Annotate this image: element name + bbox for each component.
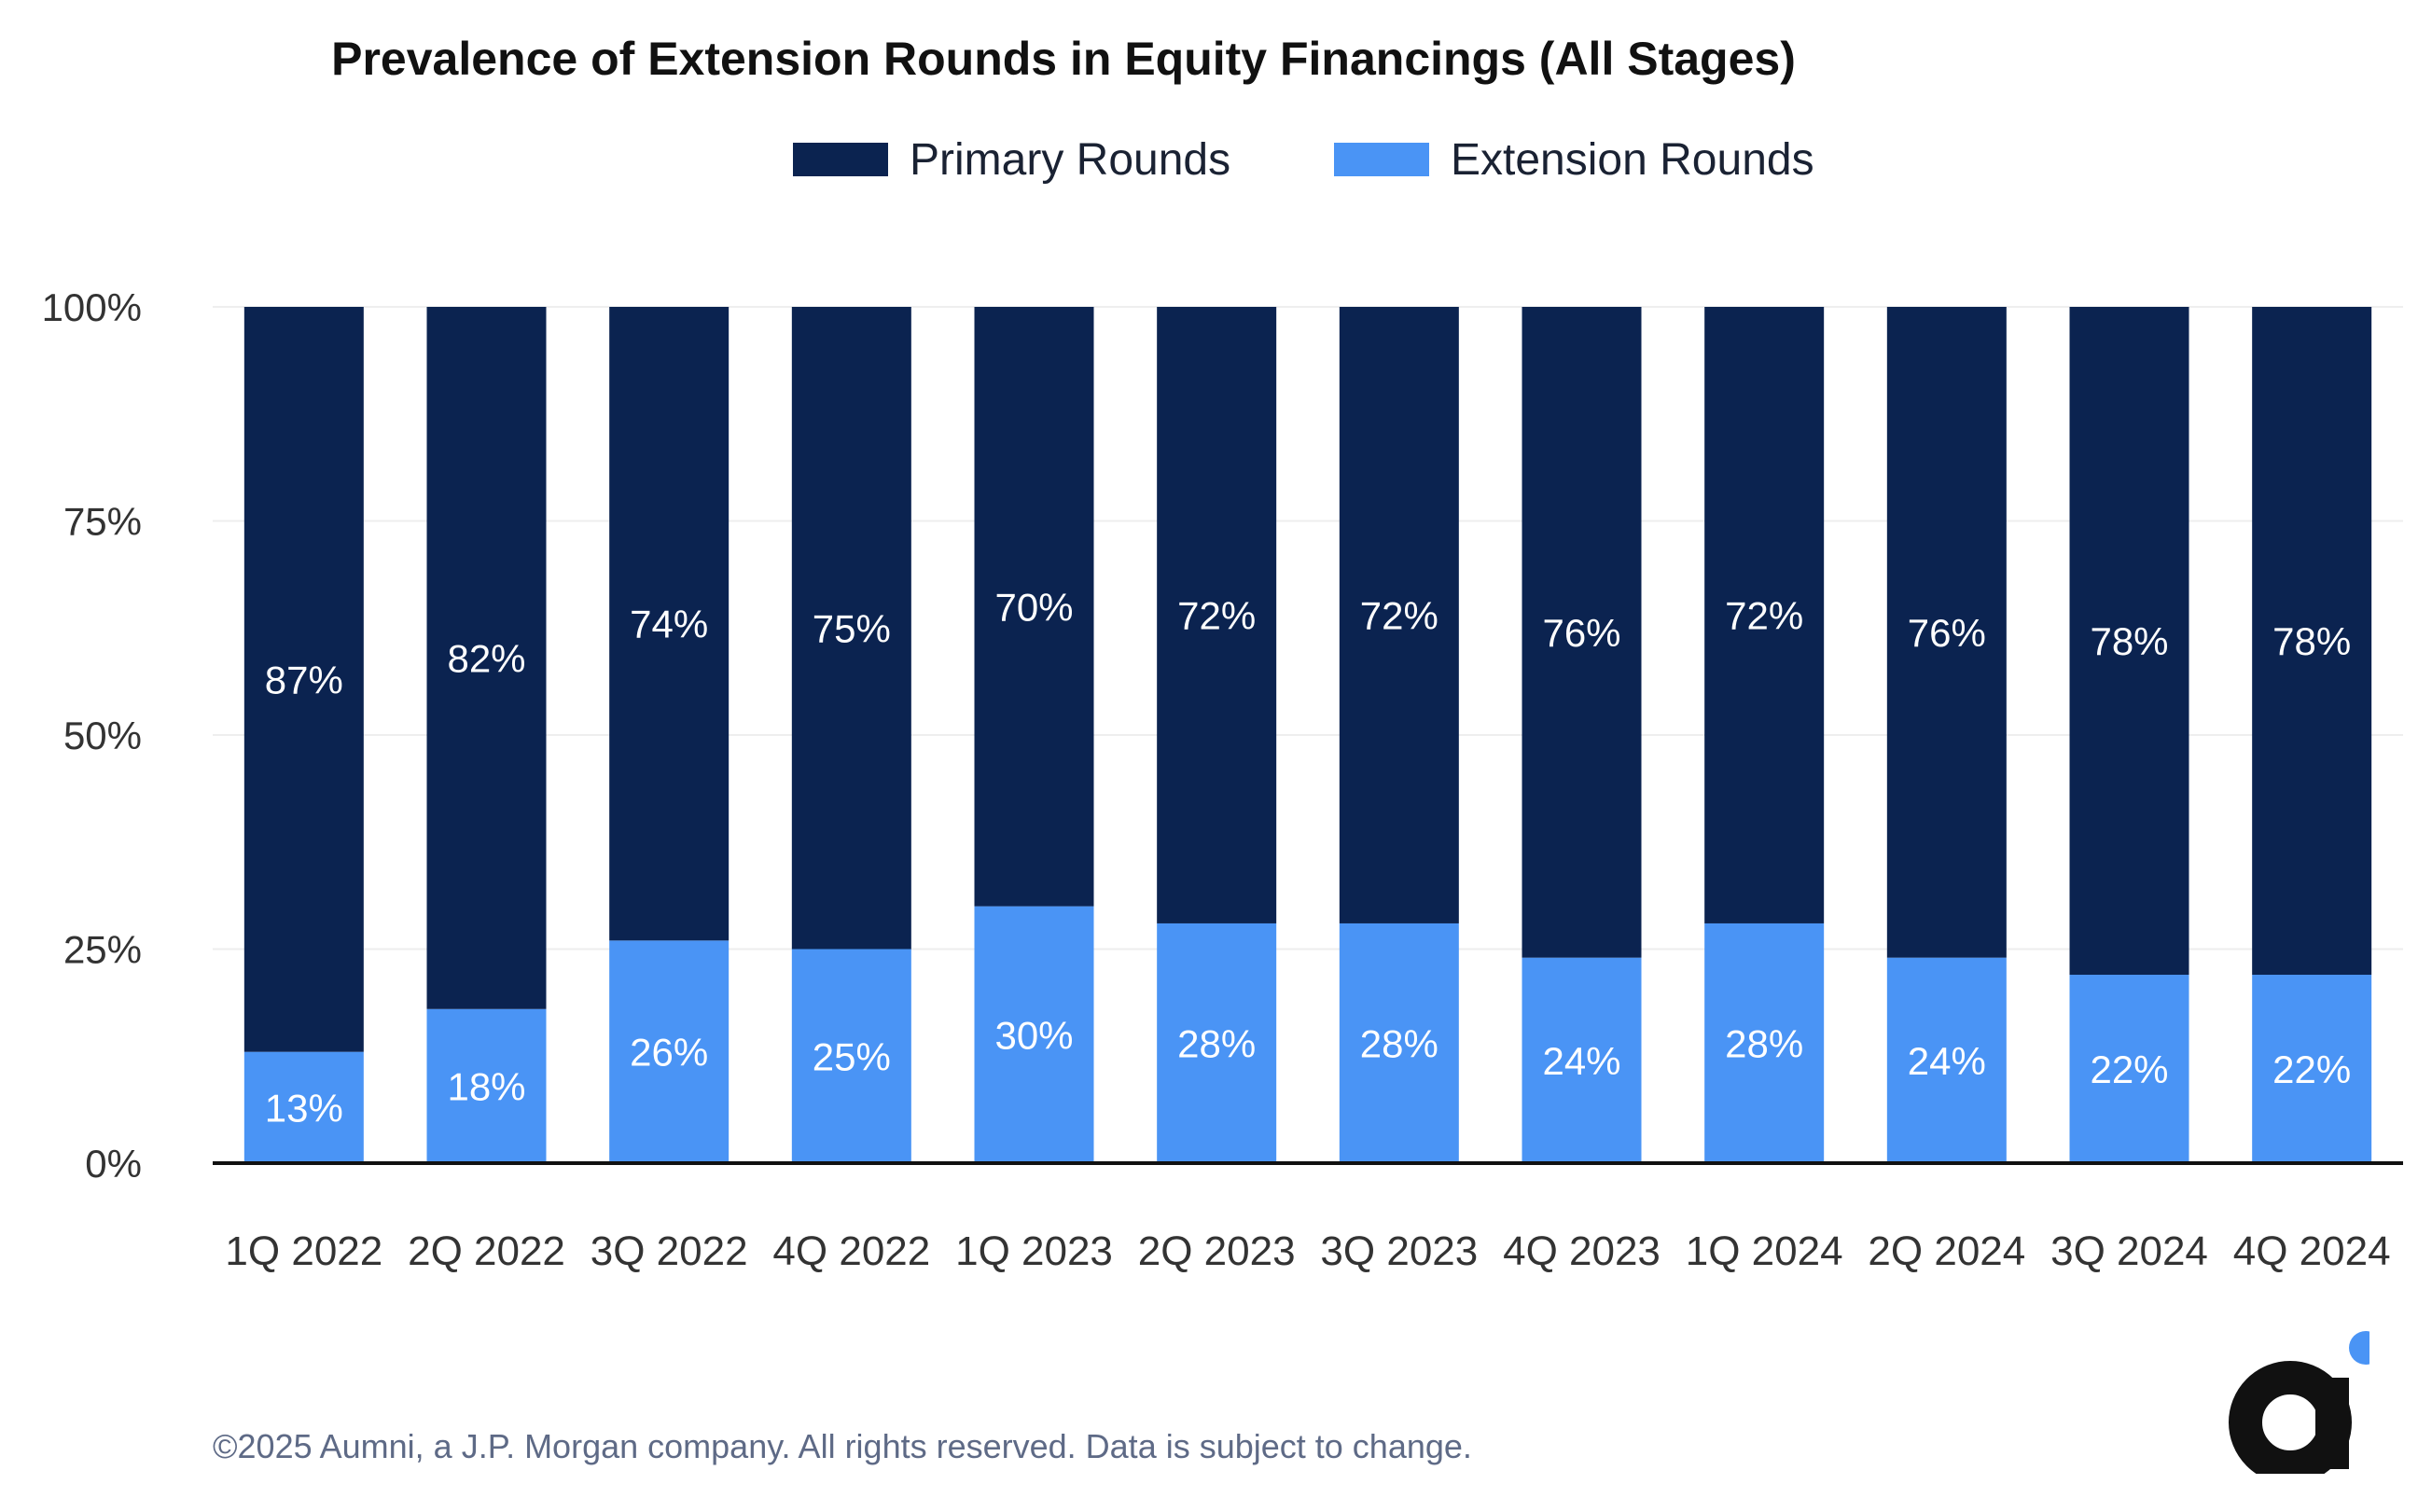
chart-title: Prevalence of Extension Rounds in Equity… bbox=[331, 33, 1796, 85]
x-tick-label: 3Q 2023 bbox=[1320, 1228, 1478, 1274]
data-label-primary-rounds: 78% bbox=[2090, 619, 2168, 663]
x-tick-label: 1Q 2023 bbox=[955, 1228, 1113, 1274]
data-label-extension-rounds: 28% bbox=[1725, 1021, 1803, 1065]
data-label-primary-rounds: 76% bbox=[1908, 611, 1986, 655]
data-label-extension-rounds: 26% bbox=[630, 1031, 708, 1075]
bar-primary-rounds bbox=[1157, 307, 1277, 923]
bar-primary-rounds bbox=[243, 307, 364, 1052]
data-label-extension-rounds: 28% bbox=[1177, 1021, 1256, 1065]
x-tick-label: 3Q 2024 bbox=[2050, 1228, 2208, 1274]
data-label-primary-rounds: 76% bbox=[1542, 611, 1620, 655]
y-tick-label: 0% bbox=[85, 1142, 142, 1186]
data-label-primary-rounds: 75% bbox=[813, 606, 891, 650]
data-label-primary-rounds: 82% bbox=[447, 636, 525, 680]
legend: Primary Rounds Extension Rounds bbox=[793, 135, 1814, 185]
y-tick-label: 25% bbox=[63, 928, 142, 972]
data-label-primary-rounds: 78% bbox=[2272, 619, 2351, 663]
x-tick-label: 2Q 2022 bbox=[408, 1228, 565, 1274]
x-tick-label: 2Q 2024 bbox=[1868, 1228, 2025, 1274]
footer-copyright: ©2025 Aumni, a J.P. Morgan company. All … bbox=[213, 1427, 1472, 1465]
bar-extension-rounds bbox=[1886, 957, 2007, 1163]
bar-primary-rounds bbox=[2252, 307, 2372, 976]
bar-extension-rounds bbox=[1704, 922, 1825, 1163]
bar-extension-rounds bbox=[243, 1051, 364, 1163]
legend-swatch-extension-rounds bbox=[1334, 143, 1429, 176]
bar-primary-rounds bbox=[426, 307, 547, 1009]
data-label-extension-rounds: 22% bbox=[2272, 1047, 2351, 1091]
bar-extension-rounds bbox=[791, 949, 911, 1163]
x-tick-label: 1Q 2024 bbox=[1686, 1228, 1843, 1274]
data-label-primary-rounds: 72% bbox=[1725, 593, 1803, 637]
data-label-extension-rounds: 25% bbox=[813, 1034, 891, 1078]
data-label-primary-rounds: 72% bbox=[1360, 593, 1438, 637]
legend-label-primary-rounds: Primary Rounds bbox=[910, 135, 1230, 185]
bar-extension-rounds bbox=[2069, 975, 2189, 1163]
bars: 13% 87% 18% 82% 26% 74% 25% 75% 30% 70% 28% 72% 28% 7… bbox=[243, 307, 2372, 1163]
bar-primary-rounds bbox=[1704, 307, 1825, 923]
y-tick-label: 75% bbox=[63, 500, 142, 544]
x-tick-label: 4Q 2024 bbox=[2233, 1228, 2391, 1274]
data-label-primary-rounds: 72% bbox=[1177, 593, 1256, 637]
bar-extension-rounds bbox=[974, 906, 1094, 1163]
gridlines bbox=[213, 306, 2403, 950]
bar-primary-rounds bbox=[974, 307, 1094, 907]
bar-primary-rounds bbox=[791, 307, 911, 950]
legend-label-extension-rounds: Extension Rounds bbox=[1451, 135, 1814, 185]
y-tick-label: 100% bbox=[42, 285, 142, 329]
bar-primary-rounds bbox=[609, 307, 730, 941]
bar-primary-rounds bbox=[1522, 307, 1642, 958]
bar-primary-rounds bbox=[1886, 307, 2007, 958]
y-axis: 0% 25% 50% 75% 100% bbox=[42, 285, 142, 1186]
data-label-extension-rounds: 30% bbox=[994, 1013, 1073, 1057]
data-label-primary-rounds: 87% bbox=[265, 658, 343, 701]
legend-swatch-primary-rounds bbox=[793, 143, 888, 176]
x-tick-label: 4Q 2023 bbox=[1503, 1228, 1661, 1274]
bar-extension-rounds bbox=[2252, 975, 2372, 1163]
bar-extension-rounds bbox=[1522, 957, 1642, 1163]
bar-extension-rounds bbox=[609, 940, 730, 1163]
data-label-primary-rounds: 74% bbox=[630, 603, 708, 646]
x-tick-label: 2Q 2023 bbox=[1138, 1228, 1296, 1274]
bar-extension-rounds bbox=[426, 1008, 547, 1163]
bar-extension-rounds bbox=[1339, 922, 1459, 1163]
data-label-extension-rounds: 28% bbox=[1360, 1021, 1438, 1065]
bar-extension-rounds bbox=[1157, 922, 1277, 1163]
bar-primary-rounds bbox=[2069, 307, 2189, 976]
data-label-extension-rounds: 22% bbox=[2090, 1047, 2168, 1091]
data-label-primary-rounds: 70% bbox=[994, 585, 1073, 629]
data-label-extension-rounds: 13% bbox=[265, 1086, 343, 1130]
data-label-extension-rounds: 24% bbox=[1908, 1039, 1986, 1083]
x-tick-label: 3Q 2022 bbox=[591, 1228, 748, 1274]
aumni-logo-icon bbox=[2220, 1315, 2383, 1484]
x-tick-label: 4Q 2022 bbox=[772, 1228, 930, 1274]
x-axis: 1Q 2022 2Q 2022 3Q 2022 4Q 2022 1Q 2023 2Q 20… bbox=[225, 1228, 2390, 1274]
x-tick-label: 1Q 2022 bbox=[225, 1228, 382, 1274]
data-label-extension-rounds: 24% bbox=[1542, 1039, 1620, 1083]
bar-primary-rounds bbox=[1339, 307, 1459, 923]
y-tick-label: 50% bbox=[63, 714, 142, 757]
data-label-extension-rounds: 18% bbox=[447, 1064, 525, 1108]
